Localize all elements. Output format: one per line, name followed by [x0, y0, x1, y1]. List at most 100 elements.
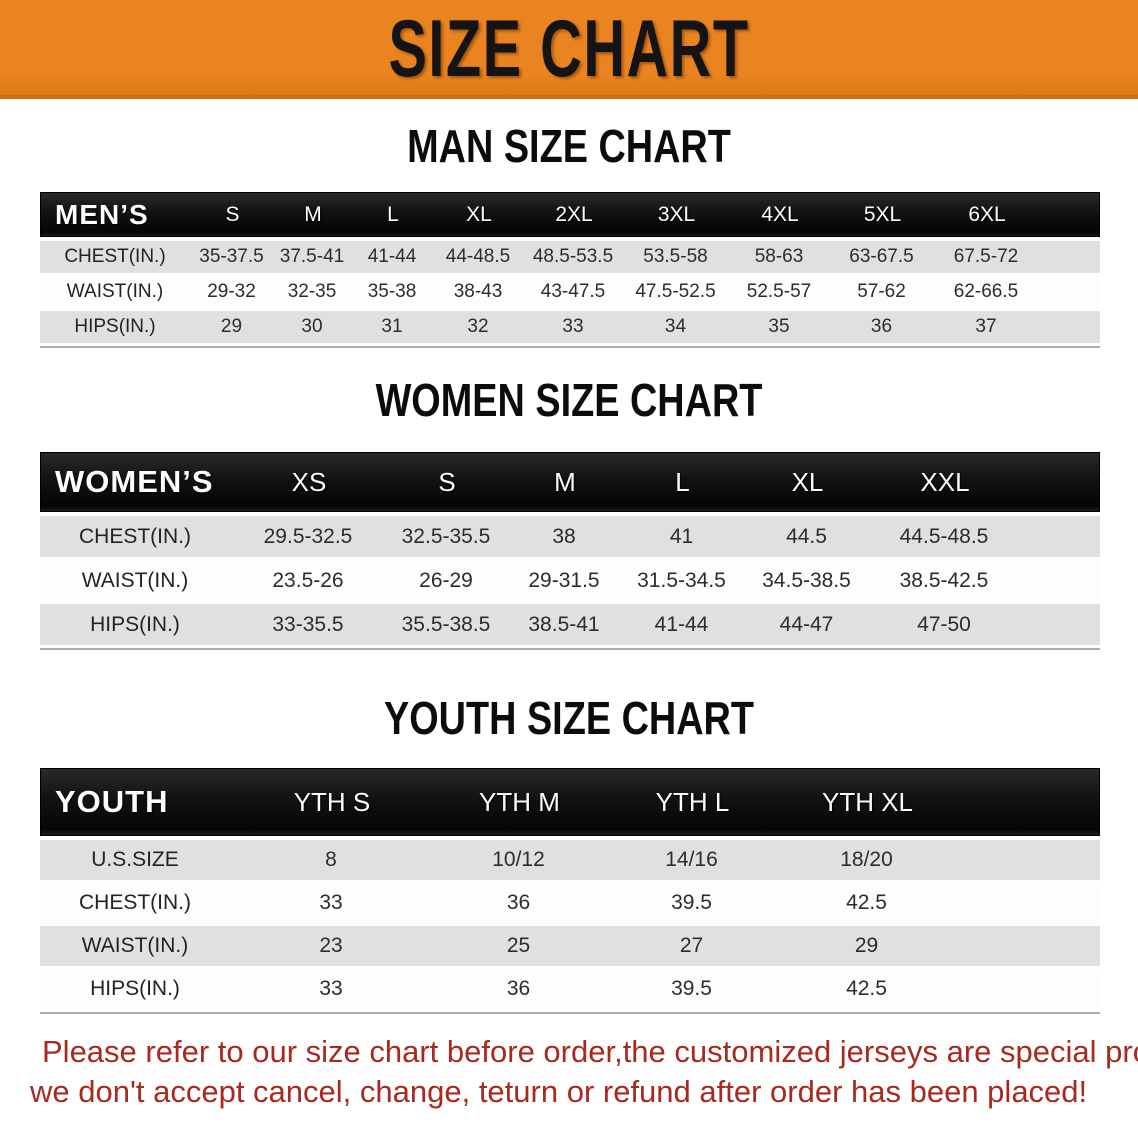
- cell-value: 38.5-41: [528, 612, 600, 636]
- row-label: HIPS(IN.): [90, 977, 180, 1000]
- cell-value: 35.5-38.5: [401, 612, 491, 636]
- cell-value: 8: [325, 848, 337, 871]
- table-corner-label: WOMEN’S: [55, 464, 214, 499]
- order-notice: Please refer to our size chart before or…: [30, 1032, 1138, 1112]
- size-column-header: 2XL: [555, 202, 593, 226]
- cell-value: 38-43: [453, 281, 503, 302]
- cell-value: 39.5: [671, 977, 712, 1000]
- cell-value: 25: [506, 934, 531, 957]
- cell-value: 18/20: [840, 848, 893, 871]
- cell-value: 44-48.5: [445, 246, 511, 267]
- table-row: U.S.SIZE 8 10/12 14/16 18/20: [40, 840, 1100, 880]
- cell-value: 35: [768, 316, 790, 337]
- row-label: HIPS(IN.): [90, 612, 180, 636]
- table-row: HIPS(IN.) 29 30 31 32 33 34 35 36 37: [40, 311, 1100, 343]
- size-column-header: S: [225, 202, 240, 226]
- cell-value: 57-62: [857, 281, 906, 302]
- cell-value: 29: [854, 934, 879, 957]
- cell-value: 10/12: [492, 848, 545, 871]
- size-column-header: 3XL: [657, 202, 696, 226]
- men-section-title: MAN SIZE CHART: [407, 121, 731, 173]
- cell-value: 35-38: [367, 281, 417, 302]
- notice-line-2: we don't accept cancel, change, teturn o…: [30, 1074, 1088, 1109]
- row-label: CHEST(IN.): [64, 246, 166, 267]
- size-column-header: XXL: [920, 466, 970, 497]
- row-label: HIPS(IN.): [74, 316, 156, 337]
- cell-value: 30: [301, 316, 323, 337]
- size-column-header: S: [438, 466, 456, 497]
- cell-value: 38.5-42.5: [899, 568, 989, 592]
- cell-value: 32.5-35.5: [401, 524, 491, 548]
- row-label: U.S.SIZE: [91, 848, 179, 871]
- youth-size-table: YOUTH YTH S YTH M YTH L YTH XL U.S.SIZE 8 10/12…: [40, 768, 1100, 1014]
- table-row: CHEST(IN.) 29.5-32.5 32.5-35.5 38 41 44.5 44.5…: [40, 516, 1100, 557]
- banner-title: SIZE CHART: [388, 1, 750, 94]
- cell-value: 31.5-34.5: [637, 568, 726, 592]
- cell-value: 41: [669, 524, 694, 548]
- size-column-header: L: [675, 466, 690, 497]
- table-header-row: WOMEN’S XS S M L XL XXL: [40, 452, 1100, 512]
- cell-value: 62-66.5: [953, 281, 1019, 302]
- cell-value: 36: [870, 316, 893, 337]
- cell-value: 29: [220, 316, 243, 337]
- notice-line-1: Please refer to our size chart before or…: [42, 1034, 1138, 1069]
- cell-value: 44.5-48.5: [899, 524, 989, 548]
- cell-value: 35-37.5: [199, 246, 264, 267]
- cell-value: 44-47: [779, 612, 834, 636]
- cell-value: 43-47.5: [540, 281, 606, 302]
- youth-section-title: YOUTH SIZE CHART: [383, 693, 754, 745]
- cell-value: 29.5-32.5: [263, 524, 353, 548]
- size-column-header: M: [304, 202, 322, 226]
- size-column-header: YTH M: [479, 786, 560, 817]
- table-corner-label: YOUTH: [55, 784, 169, 819]
- size-column-header: YTH L: [655, 786, 730, 817]
- women-size-table: WOMEN’S XS S M L XL XXL CHEST(IN.) 29.5-32.5 32.5…: [40, 452, 1100, 650]
- cell-value: 31: [381, 316, 403, 337]
- size-column-header: YTH S: [293, 786, 371, 817]
- women-section-title: WOMEN SIZE CHART: [375, 375, 763, 427]
- cell-value: 32-35: [287, 281, 337, 302]
- cell-value: 23.5-26: [272, 568, 344, 592]
- row-label: WAIST(IN.): [66, 281, 164, 302]
- size-column-header: L: [387, 202, 399, 226]
- size-column-header: YTH XL: [821, 786, 914, 817]
- cell-value: 29-32: [207, 281, 256, 302]
- table-header-row: MEN’S S M L XL 2XL 3XL 4XL 5XL 6XL: [40, 192, 1100, 237]
- size-column-header: M: [554, 466, 576, 497]
- cell-value: 52.5-57: [746, 281, 812, 302]
- cell-value: 41-44: [367, 246, 417, 267]
- size-column-header: 6XL: [968, 202, 1006, 226]
- size-column-header: XL: [791, 466, 824, 497]
- cell-value: 47.5-52.5: [635, 281, 716, 302]
- size-column-header: XL: [466, 202, 492, 226]
- size-column-header: XS: [291, 466, 327, 497]
- table-row: CHEST(IN.) 33 36 39.5 42.5: [40, 883, 1100, 923]
- cell-value: 48.5-53.5: [532, 246, 614, 267]
- cell-value: 33: [319, 891, 343, 914]
- cell-value: 53.5-58: [643, 246, 708, 267]
- size-column-header: 5XL: [863, 202, 902, 226]
- cell-value: 33: [319, 977, 343, 1000]
- cell-value: 58-63: [754, 246, 804, 267]
- cell-value: 37: [975, 316, 997, 337]
- cell-value: 36: [506, 977, 531, 1000]
- cell-value: 34.5-38.5: [762, 568, 851, 592]
- cell-value: 41-44: [654, 612, 709, 636]
- row-label: CHEST(IN.): [79, 524, 191, 548]
- row-label: WAIST(IN.): [81, 568, 189, 592]
- banner: SIZE CHART: [0, 0, 1138, 99]
- table-row: HIPS(IN.) 33-35.5 35.5-38.5 38.5-41 41-44 44-…: [40, 604, 1100, 645]
- table-row: WAIST(IN.) 29-32 32-35 35-38 38-43 43-47.5 47.…: [40, 276, 1100, 308]
- cell-value: 14/16: [665, 848, 718, 871]
- cell-value: 42.5: [846, 977, 887, 1000]
- table-corner-label: MEN’S: [55, 198, 149, 230]
- table-row: WAIST(IN.) 23 25 27 29: [40, 926, 1100, 966]
- cell-value: 37.5-41: [279, 246, 345, 267]
- cell-value: 63-67.5: [849, 246, 914, 267]
- cell-value: 32: [467, 316, 489, 337]
- cell-value: 27: [679, 934, 704, 957]
- cell-value: 29-31.5: [528, 568, 600, 592]
- cell-value: 36: [506, 891, 531, 914]
- cell-value: 44.5: [786, 524, 827, 548]
